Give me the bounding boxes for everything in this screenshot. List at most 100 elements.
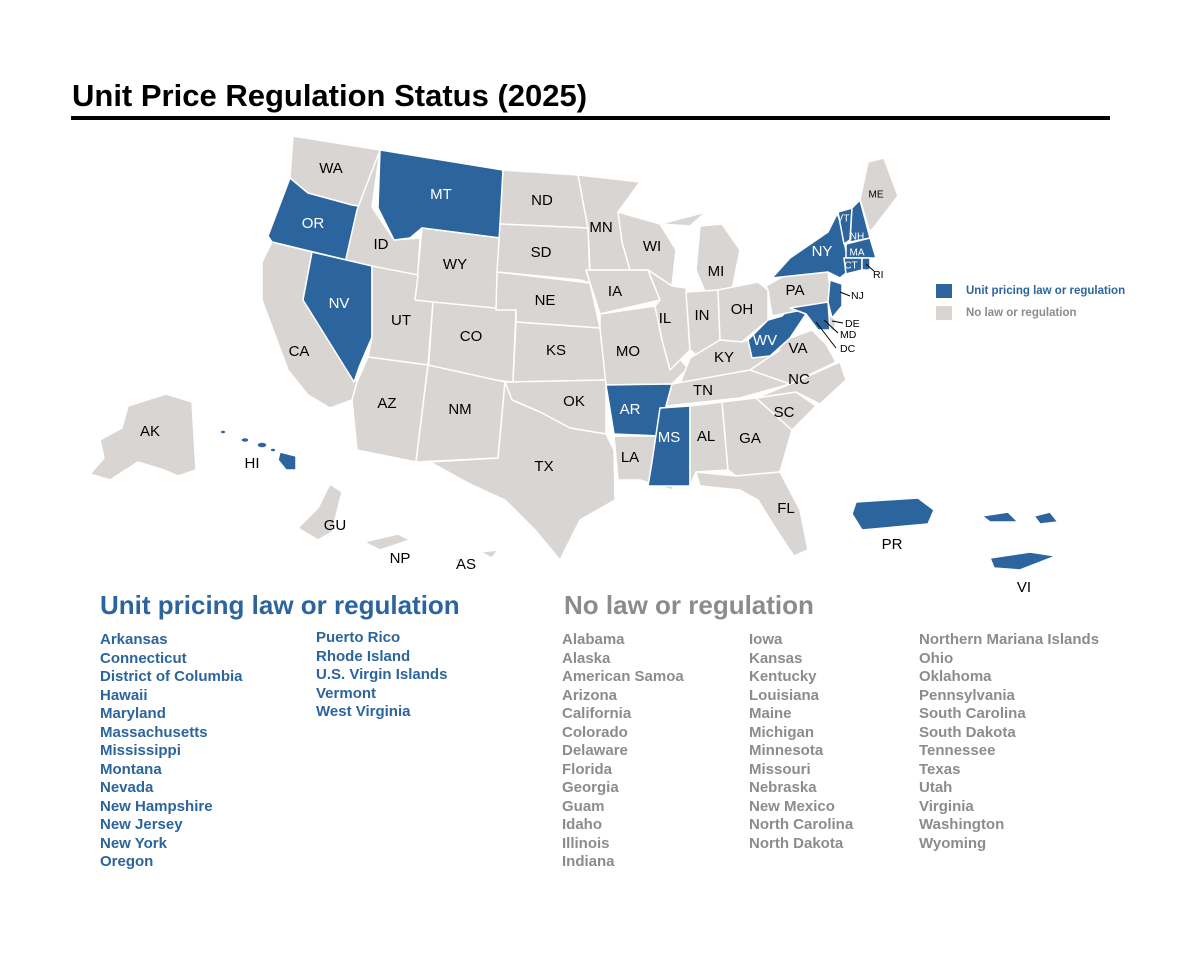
label-ga: GA xyxy=(739,430,761,447)
label-ar: AR xyxy=(620,401,641,418)
list-item: South Dakota xyxy=(919,723,1016,741)
list-item: Iowa xyxy=(749,631,783,648)
list-item: Minnesota xyxy=(749,742,824,759)
territory-as[interactable] xyxy=(454,549,499,563)
list-item: Maine xyxy=(749,705,792,722)
list-item: Northern Mariana Islands xyxy=(919,631,1100,648)
label-nj: NJ xyxy=(851,290,864,302)
law-list-col-1: Arkansas Connecticut District of Columbia H… xyxy=(100,631,243,872)
list-item: Illinois xyxy=(562,834,610,852)
list-item: Louisiana xyxy=(749,686,820,704)
state-nj[interactable] xyxy=(827,279,843,319)
list-item: District of Columbia xyxy=(100,668,243,685)
list-item: Alaska xyxy=(562,649,611,667)
legend-none: No law or regulation xyxy=(936,306,1077,320)
state-nc[interactable] xyxy=(755,361,847,405)
list-item: Nebraska xyxy=(749,779,817,796)
label-mi: MI xyxy=(708,263,725,280)
list-item: Kentucky xyxy=(749,668,817,685)
label-in: IN xyxy=(695,307,710,324)
list-item: Indiana xyxy=(562,853,615,870)
label-nc: NC xyxy=(788,371,810,388)
state-fl[interactable] xyxy=(695,471,809,557)
list-item: New Mexico xyxy=(749,797,835,815)
list-item: Georgia xyxy=(562,779,619,796)
list-item: Massachusetts xyxy=(100,723,208,741)
list-item: Arkansas xyxy=(100,631,168,648)
list-item: Florida xyxy=(562,760,613,778)
label-wv: WV xyxy=(753,332,777,349)
label-la: LA xyxy=(621,449,639,466)
label-ms: MS xyxy=(658,429,681,446)
label-oh: OH xyxy=(731,301,754,318)
list-item: Arizona xyxy=(562,686,618,704)
label-ky: KY xyxy=(714,349,734,366)
label-md: MD xyxy=(840,329,857,341)
label-tx: TX xyxy=(534,458,553,475)
list-item: Hawaii xyxy=(100,686,148,704)
label-ak: AK xyxy=(140,423,160,440)
state-sd[interactable] xyxy=(496,223,591,284)
state-ak[interactable] xyxy=(89,393,197,481)
state-tx[interactable] xyxy=(429,381,616,561)
label-nm: NM xyxy=(448,401,471,418)
label-ri: RI xyxy=(873,269,884,281)
list-item: New Hampshire xyxy=(100,797,213,815)
label-nv: NV xyxy=(329,295,350,312)
territory-np[interactable] xyxy=(363,533,411,551)
label-mn: MN xyxy=(589,219,612,236)
label-pa: PA xyxy=(786,282,805,299)
page-title: Unit Price Regulation Status (2025) xyxy=(72,78,588,113)
label-hi: HI xyxy=(245,455,260,472)
label-wa: WA xyxy=(319,160,343,177)
list-item: Delaware xyxy=(562,742,628,759)
list-item: Mississippi xyxy=(100,742,181,759)
none-list-col-3: Northern Mariana Islands Ohio Oklahoma Penn… xyxy=(919,631,1099,853)
list-item: Alabama xyxy=(562,631,625,648)
label-ut: UT xyxy=(391,312,411,329)
list-item: Texas xyxy=(919,760,961,778)
none-group-heading: No law or regulation xyxy=(564,590,814,620)
label-ny: NY xyxy=(812,243,833,260)
territory-pr[interactable] xyxy=(851,497,935,531)
list-item: Tennessee xyxy=(919,742,996,759)
legend-swatch-none xyxy=(936,306,952,320)
list-item: New York xyxy=(100,834,167,852)
territory-gu[interactable] xyxy=(297,483,343,541)
list-item: Oregon xyxy=(100,853,154,870)
legend-label-none: No law or regulation xyxy=(966,307,1077,319)
state-hi[interactable] xyxy=(219,429,297,471)
list-item: Virginia xyxy=(919,797,974,815)
list-item: Oklahoma xyxy=(919,668,992,685)
label-vi: VI xyxy=(1017,579,1031,596)
label-il: IL xyxy=(659,310,672,327)
list-item: Utah xyxy=(919,779,953,796)
label-nh: NH xyxy=(850,232,864,243)
label-dc: DC xyxy=(840,343,856,355)
law-group-heading: Unit pricing law or regulation xyxy=(100,590,460,620)
list-item: Montana xyxy=(100,760,162,778)
none-list-col-2: Iowa Kansas Kentucky Louisiana Maine Michigan… xyxy=(749,631,853,853)
label-pr: PR xyxy=(882,536,903,553)
list-item: U.S. Virgin Islands xyxy=(316,666,448,683)
state-ms[interactable] xyxy=(647,405,691,487)
list-item: Michigan xyxy=(749,723,815,741)
label-gu: GU xyxy=(324,517,347,534)
state-md[interactable] xyxy=(789,301,831,331)
list-item: Wyoming xyxy=(919,834,987,852)
list-item: Nevada xyxy=(100,779,154,796)
label-ne: NE xyxy=(535,292,556,309)
label-de: DE xyxy=(845,318,860,330)
label-vt: VT xyxy=(837,214,850,225)
legend-label-law: Unit pricing law or regulation xyxy=(966,285,1126,297)
state-al[interactable] xyxy=(689,401,729,487)
list-item: California xyxy=(562,705,632,722)
territory-vi[interactable] xyxy=(981,511,1059,571)
state-me[interactable] xyxy=(859,157,899,233)
legend-swatch-law xyxy=(936,284,952,298)
state-il[interactable] xyxy=(647,269,691,371)
list-item: Pennsylvania xyxy=(919,686,1015,704)
state-ma[interactable] xyxy=(845,237,877,259)
label-wi: WI xyxy=(643,238,661,255)
